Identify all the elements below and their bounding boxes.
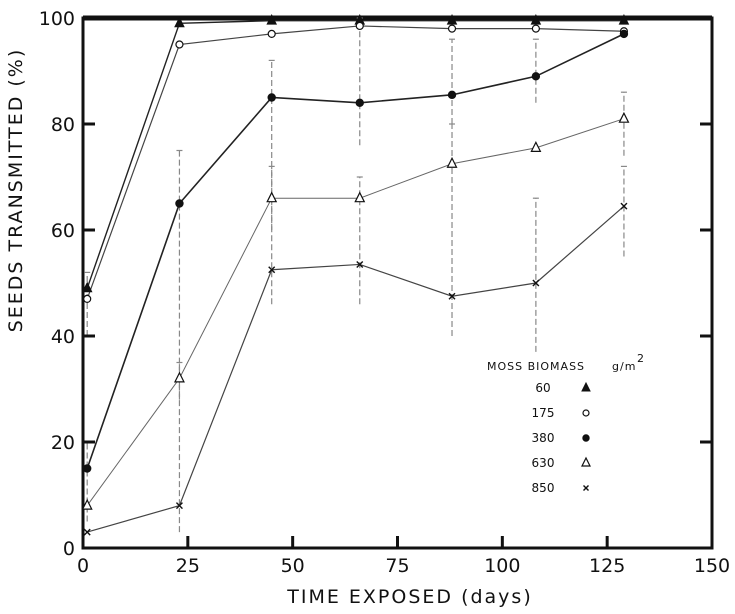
y-tick-label: 60: [51, 220, 75, 242]
legend-entry-marker: [583, 485, 589, 491]
series-line-380: [86, 33, 625, 469]
legend-entry-marker: [581, 456, 591, 467]
legend-entry-marker: [582, 409, 590, 417]
x-tick-label: 25: [176, 555, 200, 577]
y-tick-label: 40: [51, 326, 75, 348]
x-tick-label: 100: [484, 555, 520, 577]
data-point-60: [530, 14, 542, 25]
legend-unit-superscript: 2: [637, 352, 645, 365]
y-tick-label: 100: [39, 8, 75, 30]
data-point-380: [82, 464, 92, 473]
x-tick-label: 75: [385, 555, 409, 577]
data-point-630: [173, 371, 185, 383]
legend-entry-label: 380: [532, 431, 555, 445]
y-tick-label: 0: [63, 538, 75, 560]
legend-entry-label: 850: [532, 481, 555, 495]
data-point-630: [618, 111, 630, 123]
data-point-630: [266, 191, 278, 203]
legend-entry-label: 630: [532, 456, 555, 470]
x-axis-title: TIME EXPOSED (days): [286, 586, 533, 608]
legend-entry-marker: [582, 434, 590, 442]
data-point-60: [618, 14, 630, 25]
data-point-630: [530, 141, 542, 152]
data-point-175: [355, 21, 364, 31]
x-tick-label: 50: [281, 555, 305, 577]
legend-entry-label: 60: [535, 381, 550, 395]
y-tick-label: 80: [51, 114, 75, 136]
x-tick-label: 0: [77, 555, 89, 577]
series-line-630: [86, 118, 625, 506]
data-point-850: [175, 502, 183, 510]
plot-frame: [81, 16, 714, 550]
data-point-630: [354, 191, 366, 203]
data-point-380: [267, 93, 276, 102]
data-point-380: [175, 199, 184, 208]
data-point-850: [620, 202, 628, 210]
data-point-60: [446, 14, 458, 25]
legend-entry-marker: [581, 381, 591, 392]
data-point-850: [448, 292, 456, 300]
y-axis-title: SEEDS TRANSMITTED (%): [5, 48, 27, 333]
data-point-850: [83, 528, 91, 536]
x-tick-label: 150: [694, 555, 730, 577]
data-point-175: [83, 294, 92, 303]
data-point-60: [174, 16, 185, 28]
data-point-380: [619, 29, 629, 39]
data-point-175: [531, 24, 540, 33]
data-point-850: [268, 266, 276, 274]
data-point-380: [531, 72, 541, 81]
data-point-630: [81, 498, 93, 510]
data-point-630: [446, 156, 458, 168]
legend-unit: g/m: [612, 360, 636, 373]
legend-entry-label: 175: [532, 406, 555, 420]
series-line-175: [86, 25, 624, 300]
data-point-175: [447, 24, 457, 33]
legend: MOSS BIOMASS g/m2 60 175 380 630 850: [487, 352, 645, 495]
data-point-850: [356, 260, 364, 268]
data-point-60: [266, 14, 278, 25]
data-point-380: [447, 90, 457, 100]
data-point-175: [267, 29, 276, 39]
data-point-380: [355, 98, 364, 108]
data-point-850: [532, 279, 540, 287]
series-line-60: [86, 19, 624, 289]
y-tick-label: 20: [51, 432, 75, 454]
x-tick-label: 125: [589, 555, 625, 577]
data-point-60: [81, 281, 93, 293]
legend-title: MOSS BIOMASS: [487, 360, 585, 373]
data-point-175: [175, 40, 184, 49]
